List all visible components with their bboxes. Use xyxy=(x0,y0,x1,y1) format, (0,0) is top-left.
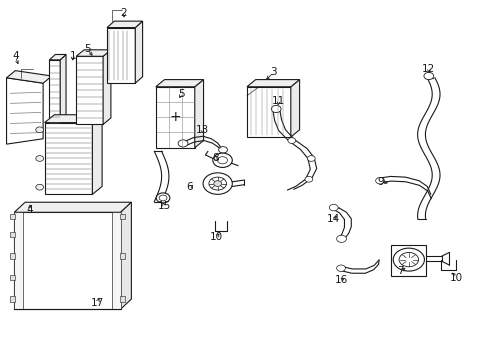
Circle shape xyxy=(392,248,424,271)
Bar xyxy=(112,212,121,309)
Circle shape xyxy=(156,193,169,203)
Text: 8: 8 xyxy=(211,153,218,163)
Polygon shape xyxy=(246,87,290,137)
Polygon shape xyxy=(6,78,43,144)
Polygon shape xyxy=(76,50,111,56)
Text: 10: 10 xyxy=(449,273,462,283)
Polygon shape xyxy=(107,21,142,28)
Circle shape xyxy=(336,235,346,242)
Circle shape xyxy=(213,181,221,186)
Bar xyxy=(10,275,15,280)
Text: +: + xyxy=(169,110,181,124)
Polygon shape xyxy=(246,80,299,87)
Circle shape xyxy=(271,105,281,113)
Circle shape xyxy=(178,140,187,147)
Text: 16: 16 xyxy=(334,275,347,285)
Polygon shape xyxy=(135,21,142,83)
Text: 11: 11 xyxy=(271,96,285,106)
Polygon shape xyxy=(194,80,203,148)
Text: 6: 6 xyxy=(186,182,193,192)
Bar xyxy=(10,253,15,259)
Text: 4: 4 xyxy=(26,206,33,216)
Polygon shape xyxy=(156,87,194,148)
Circle shape xyxy=(218,147,227,153)
Bar xyxy=(10,231,15,237)
Circle shape xyxy=(203,173,232,194)
Text: 3: 3 xyxy=(270,67,277,77)
Bar xyxy=(10,214,15,220)
Bar xyxy=(10,296,15,302)
Circle shape xyxy=(329,204,337,211)
Circle shape xyxy=(305,176,312,182)
Polygon shape xyxy=(60,54,66,130)
Text: 5: 5 xyxy=(84,44,91,54)
Circle shape xyxy=(36,156,43,161)
Text: 1: 1 xyxy=(69,51,76,61)
Bar xyxy=(120,214,124,220)
Polygon shape xyxy=(14,212,121,309)
Text: 9: 9 xyxy=(377,177,384,187)
Bar xyxy=(120,296,124,302)
Circle shape xyxy=(36,127,43,133)
Text: 4: 4 xyxy=(12,51,19,61)
Bar xyxy=(14,212,23,309)
Circle shape xyxy=(423,72,433,80)
Polygon shape xyxy=(44,123,92,194)
Circle shape xyxy=(375,177,384,184)
Polygon shape xyxy=(76,56,103,125)
Text: 13: 13 xyxy=(195,125,208,135)
Text: 10: 10 xyxy=(210,232,223,242)
Text: 5: 5 xyxy=(178,89,184,99)
Text: 15: 15 xyxy=(157,201,170,211)
Polygon shape xyxy=(121,202,131,309)
Polygon shape xyxy=(49,60,60,130)
Text: 7: 7 xyxy=(396,266,403,276)
Bar xyxy=(120,253,124,259)
Circle shape xyxy=(208,177,226,190)
Circle shape xyxy=(287,138,295,143)
Polygon shape xyxy=(6,71,52,83)
Text: 12: 12 xyxy=(421,64,434,74)
Polygon shape xyxy=(92,115,102,194)
Circle shape xyxy=(159,195,166,201)
Circle shape xyxy=(336,265,345,271)
Circle shape xyxy=(36,184,43,190)
Circle shape xyxy=(212,153,232,167)
Polygon shape xyxy=(103,50,111,125)
Text: 17: 17 xyxy=(90,298,103,308)
Text: 2: 2 xyxy=(121,8,127,18)
Polygon shape xyxy=(14,202,131,212)
Circle shape xyxy=(307,156,315,161)
Polygon shape xyxy=(107,28,135,83)
Polygon shape xyxy=(290,80,299,137)
Circle shape xyxy=(217,157,227,164)
Polygon shape xyxy=(44,115,102,123)
Text: 14: 14 xyxy=(326,215,339,224)
Polygon shape xyxy=(390,245,426,276)
Circle shape xyxy=(398,252,418,267)
Polygon shape xyxy=(49,54,66,60)
Polygon shape xyxy=(156,80,203,87)
